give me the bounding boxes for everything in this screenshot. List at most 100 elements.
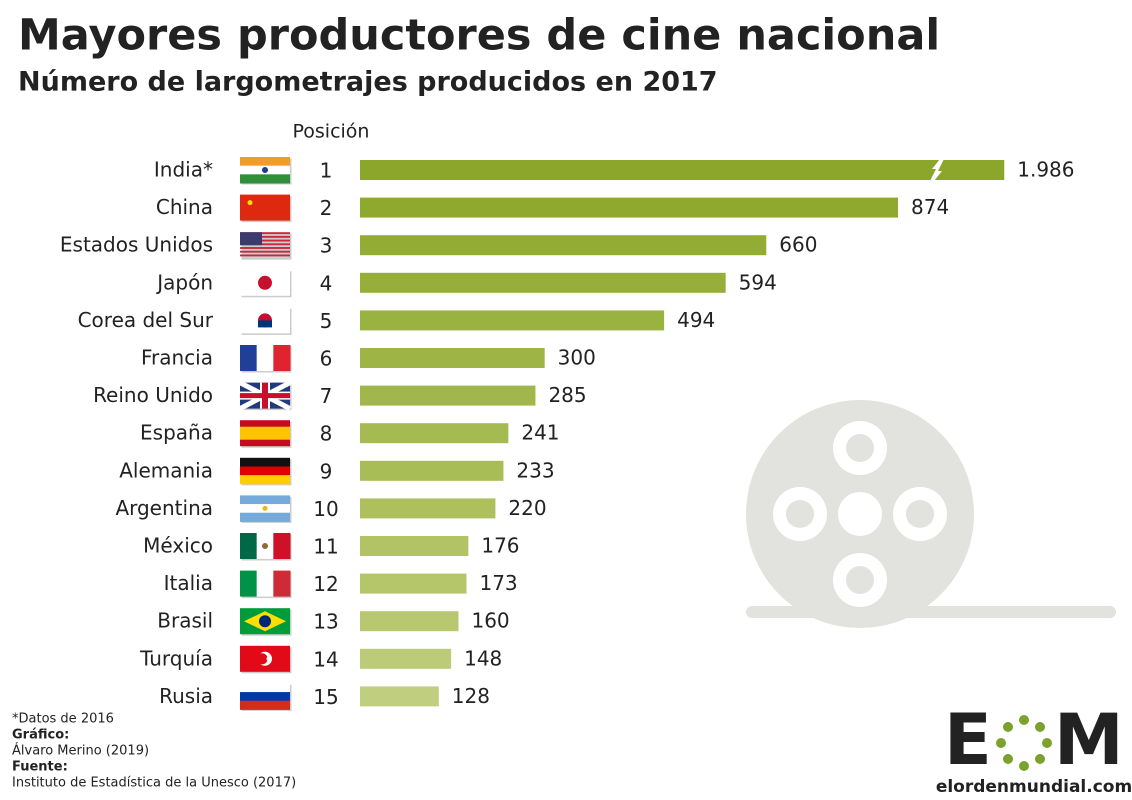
graphic-label: Gráfico: — [12, 728, 69, 743]
bar — [360, 272, 726, 293]
bar — [360, 611, 459, 632]
position: 8 — [320, 422, 333, 446]
value-label: 494 — [677, 308, 715, 332]
bar — [360, 197, 899, 218]
flag-part — [240, 393, 290, 399]
value-label: 160 — [471, 609, 509, 633]
value-label: 128 — [452, 684, 490, 708]
axis-break — [930, 159, 944, 181]
category-label: España — [140, 421, 213, 445]
position-header: Posición — [293, 121, 370, 143]
logo-letter: M — [1054, 699, 1124, 781]
flag-part — [240, 345, 258, 371]
value-label: 300 — [558, 346, 596, 370]
note: *Datos de 2016 — [12, 712, 114, 727]
flag-part — [240, 174, 290, 184]
flag — [240, 420, 292, 448]
flag — [240, 533, 292, 561]
flag — [240, 345, 292, 373]
flag-part — [240, 533, 258, 559]
flag — [238, 380, 292, 411]
flag — [240, 269, 292, 298]
position: 13 — [313, 610, 338, 634]
flag-part — [240, 466, 290, 476]
flag-part — [273, 345, 291, 371]
subtitle: Número de largometrajes producidos en 20… — [18, 67, 718, 98]
film-reel-icon — [746, 400, 1116, 628]
position: 11 — [313, 535, 338, 559]
value-label: 594 — [739, 270, 777, 294]
flag-part — [240, 254, 290, 257]
flag-part — [262, 543, 268, 549]
flag-part — [273, 533, 291, 559]
flag-part — [240, 250, 290, 253]
position: 15 — [313, 685, 338, 709]
flag-part — [240, 475, 290, 485]
graphic-author: Álvaro Merino (2019) — [12, 743, 149, 759]
position: 12 — [313, 572, 338, 596]
category-label: Reino Unido — [93, 383, 213, 407]
flag-part — [240, 426, 290, 440]
flag-part — [262, 505, 268, 511]
flag — [240, 570, 292, 599]
position: 3 — [320, 234, 333, 258]
position: 6 — [320, 347, 333, 371]
position: 10 — [313, 497, 338, 521]
flag — [240, 194, 292, 223]
flag-part — [256, 570, 274, 597]
bar — [360, 160, 1005, 180]
value-label: 148 — [464, 646, 502, 670]
flag-part — [240, 232, 262, 246]
position: 1 — [320, 159, 333, 183]
value-label: 874 — [911, 195, 949, 219]
bar — [360, 310, 665, 331]
category-label: Turquía — [139, 646, 213, 670]
bar — [360, 348, 545, 368]
bar — [360, 385, 536, 406]
flag-part — [240, 194, 290, 221]
flag-part — [256, 653, 268, 665]
value-label: 660 — [779, 233, 817, 257]
value-label: 173 — [479, 571, 517, 595]
flag — [240, 645, 292, 674]
flag-part — [258, 275, 272, 290]
bar — [360, 536, 469, 556]
bar — [360, 235, 767, 256]
flag — [240, 495, 292, 523]
flag-part — [240, 243, 290, 246]
footer: *Datos de 2016 Gráfico: Álvaro Merino (2… — [12, 712, 296, 791]
flag-part — [240, 457, 290, 467]
logo-letter: E — [944, 699, 992, 781]
flag-part — [240, 247, 290, 249]
flag-part — [247, 200, 253, 206]
category-label: Rusia — [159, 684, 213, 708]
category-label: India* — [154, 158, 213, 182]
source-label: Fuente: — [12, 760, 68, 775]
flag — [240, 232, 292, 260]
value-label: 176 — [481, 534, 519, 558]
flag-part — [240, 570, 258, 597]
category-label: México — [143, 534, 213, 558]
flag — [240, 683, 292, 711]
value-label: 220 — [508, 496, 546, 520]
logo: E M elordenmundial.com — [936, 699, 1132, 797]
flag-part — [266, 656, 272, 662]
category-label: Brasil — [157, 609, 213, 633]
category-label: China — [156, 195, 213, 219]
bar — [360, 460, 504, 481]
flag-part — [240, 495, 290, 505]
bar — [360, 423, 509, 444]
category-label: Japón — [155, 270, 213, 294]
flag-part — [262, 167, 268, 173]
source: Instituto de Estadística de la Unesco (2… — [12, 776, 296, 791]
flag-part — [259, 615, 271, 628]
logo-site: elordenmundial.com — [936, 777, 1132, 797]
bar — [360, 573, 467, 594]
title: Mayores productores de cine nacional — [18, 11, 940, 61]
category-label: Estados Unidos — [60, 233, 213, 257]
position: 2 — [320, 196, 333, 220]
value-label: 285 — [548, 383, 586, 407]
flag-part — [240, 692, 290, 702]
bar — [360, 648, 452, 669]
